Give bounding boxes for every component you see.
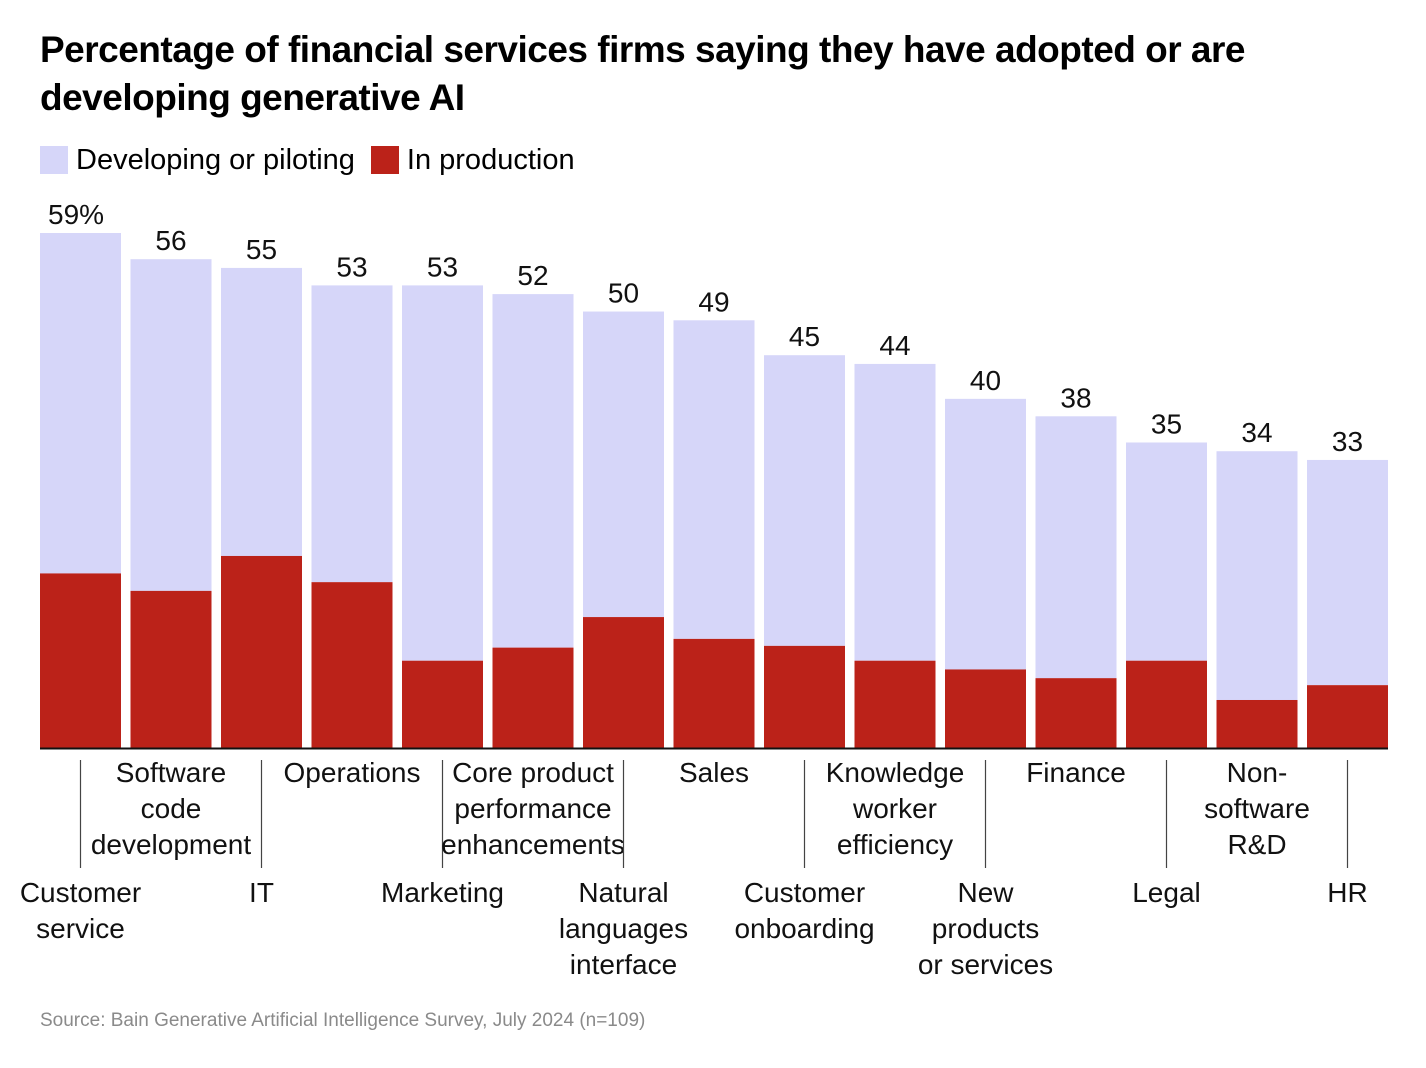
- category-label-line: onboarding: [734, 913, 874, 944]
- bar-production-core-product-performance-enhancements: [492, 647, 574, 748]
- bar-production-natural-languages-interface: [583, 617, 664, 748]
- value-label-finance: 38: [1060, 382, 1091, 413]
- value-label-knowledge-worker-efficiency: 44: [879, 330, 910, 361]
- bar-production-operations: [311, 582, 393, 748]
- bar-developing-marketing: [402, 285, 483, 661]
- bar-production-knowledge-worker-efficiency: [854, 660, 936, 748]
- legend-label-production: In production: [406, 143, 575, 176]
- category-label-software-code-development: Software code development: [91, 757, 252, 860]
- category-label-line: products: [932, 913, 1039, 944]
- category-label-line: service: [36, 913, 125, 944]
- category-label-line: development: [91, 829, 252, 860]
- category-label-line: Customer: [744, 877, 865, 908]
- legend-swatch-production: [370, 146, 399, 174]
- category-label-line: Legal: [1132, 877, 1201, 908]
- bar-production-sales: [673, 638, 755, 748]
- category-label-line: worker: [852, 793, 937, 824]
- category-label-line: Finance: [1026, 757, 1126, 788]
- category-label-line: Natural: [578, 877, 668, 908]
- bar-developing-sales: [673, 320, 755, 639]
- category-label-line: or services: [918, 949, 1053, 980]
- bar-production-marketing: [402, 660, 483, 748]
- category-label-operations: Operations: [284, 757, 421, 788]
- category-label-line: Operations: [284, 757, 421, 788]
- value-label-non-software-r-d: 34: [1241, 417, 1272, 448]
- category-label-hr: HR: [1327, 877, 1367, 908]
- category-label-new-products-or-services: New products or services: [918, 877, 1053, 980]
- bar-developing-new-products-or-services: [945, 398, 1026, 670]
- value-label-sales: 49: [698, 286, 729, 317]
- value-label-it: 55: [246, 234, 277, 265]
- bar-production-it: [221, 555, 302, 748]
- value-label-operations: 53: [336, 251, 367, 282]
- legend-swatch-developing: [40, 146, 68, 174]
- category-label-line: Non-: [1227, 757, 1288, 788]
- category-label-line: languages: [559, 913, 688, 944]
- category-label-line: Core product: [452, 757, 614, 788]
- bar-developing-core-product-performance-enhancements: [492, 294, 574, 648]
- bar-production-software-code-development: [130, 590, 212, 748]
- bar-developing-operations: [311, 285, 393, 583]
- source-note: Source: Bain Generative Artificial Intel…: [40, 1010, 646, 1031]
- category-label-line: Marketing: [381, 877, 504, 908]
- category-label-finance: Finance: [1026, 757, 1126, 788]
- bar-production-non-software-r-d: [1216, 699, 1298, 748]
- category-label-line: New: [957, 877, 1014, 908]
- bar-developing-software-code-development: [130, 259, 212, 591]
- legend-item-production: In production: [370, 143, 575, 177]
- category-label-line: interface: [570, 949, 677, 980]
- category-label-line: enhancements: [441, 829, 625, 860]
- category-label-marketing: Marketing: [381, 877, 504, 908]
- chart-title: Percentage of financial services firms s…: [40, 29, 1246, 118]
- value-label-hr: 33: [1332, 426, 1363, 457]
- category-label-line: Knowledge: [826, 757, 965, 788]
- category-label-legal: Legal: [1132, 877, 1201, 908]
- bar-developing-finance: [1035, 416, 1117, 679]
- category-label-customer-service: Customer service: [20, 877, 141, 944]
- category-label-knowledge-worker-efficiency: Knowledge worker efficiency: [826, 757, 965, 860]
- value-label-new-products-or-services: 40: [970, 365, 1001, 396]
- value-label-natural-languages-interface: 50: [608, 278, 639, 309]
- bar-production-customer-onboarding: [764, 645, 845, 748]
- category-label-core-product-performance-enhancements: Core product performance enhancements: [441, 757, 625, 860]
- bar-developing-knowledge-worker-efficiency: [854, 363, 936, 661]
- value-label-customer-service: 59%: [48, 199, 104, 230]
- chart-legend: Developing or piloting In production: [40, 140, 591, 180]
- category-label-line: software: [1204, 793, 1310, 824]
- bar-production-finance: [1035, 678, 1117, 748]
- category-label-line: performance: [454, 793, 611, 824]
- category-label-line: code: [141, 793, 202, 824]
- legend-label-developing: Developing or piloting: [76, 143, 355, 176]
- category-label-line: efficiency: [837, 829, 953, 860]
- category-label-sales: Sales: [679, 757, 749, 788]
- value-label-core-product-performance-enhancements: 52: [517, 260, 548, 291]
- bar-production-hr: [1307, 685, 1388, 748]
- bar-developing-it: [221, 267, 302, 556]
- value-label-marketing: 53: [427, 251, 458, 282]
- category-label-it: IT: [249, 877, 274, 908]
- category-label-natural-languages-interface: Natural languages interface: [559, 877, 688, 980]
- bar-production-legal: [1126, 660, 1207, 748]
- category-label-customer-onboarding: Customer onboarding: [734, 877, 874, 944]
- bar-developing-legal: [1126, 442, 1207, 661]
- bar-developing-natural-languages-interface: [583, 311, 664, 618]
- bar-developing-customer-onboarding: [764, 355, 845, 646]
- category-label-line: Software: [116, 757, 227, 788]
- bar-production-new-products-or-services: [945, 669, 1026, 748]
- legend-item-developing: Developing or piloting: [40, 144, 355, 177]
- bar-production-customer-service: [40, 573, 121, 748]
- stacked-bar-chart: 59% Customer service 56 Software code developm…: [20, 199, 1388, 980]
- value-label-software-code-development: 56: [155, 225, 186, 256]
- category-label-line: IT: [249, 877, 274, 908]
- value-label-customer-onboarding: 45: [789, 321, 820, 352]
- category-label-line: Sales: [679, 757, 749, 788]
- value-label-legal: 35: [1151, 408, 1182, 439]
- bar-developing-non-software-r-d: [1216, 451, 1298, 700]
- category-label-line: Customer: [20, 877, 141, 908]
- bar-developing-customer-service: [40, 233, 121, 574]
- category-label-line: R&D: [1227, 829, 1286, 860]
- category-label-line: HR: [1327, 877, 1367, 908]
- category-label-non-software-r-d: Non-software R&D: [1204, 757, 1310, 860]
- bar-developing-hr: [1307, 459, 1388, 686]
